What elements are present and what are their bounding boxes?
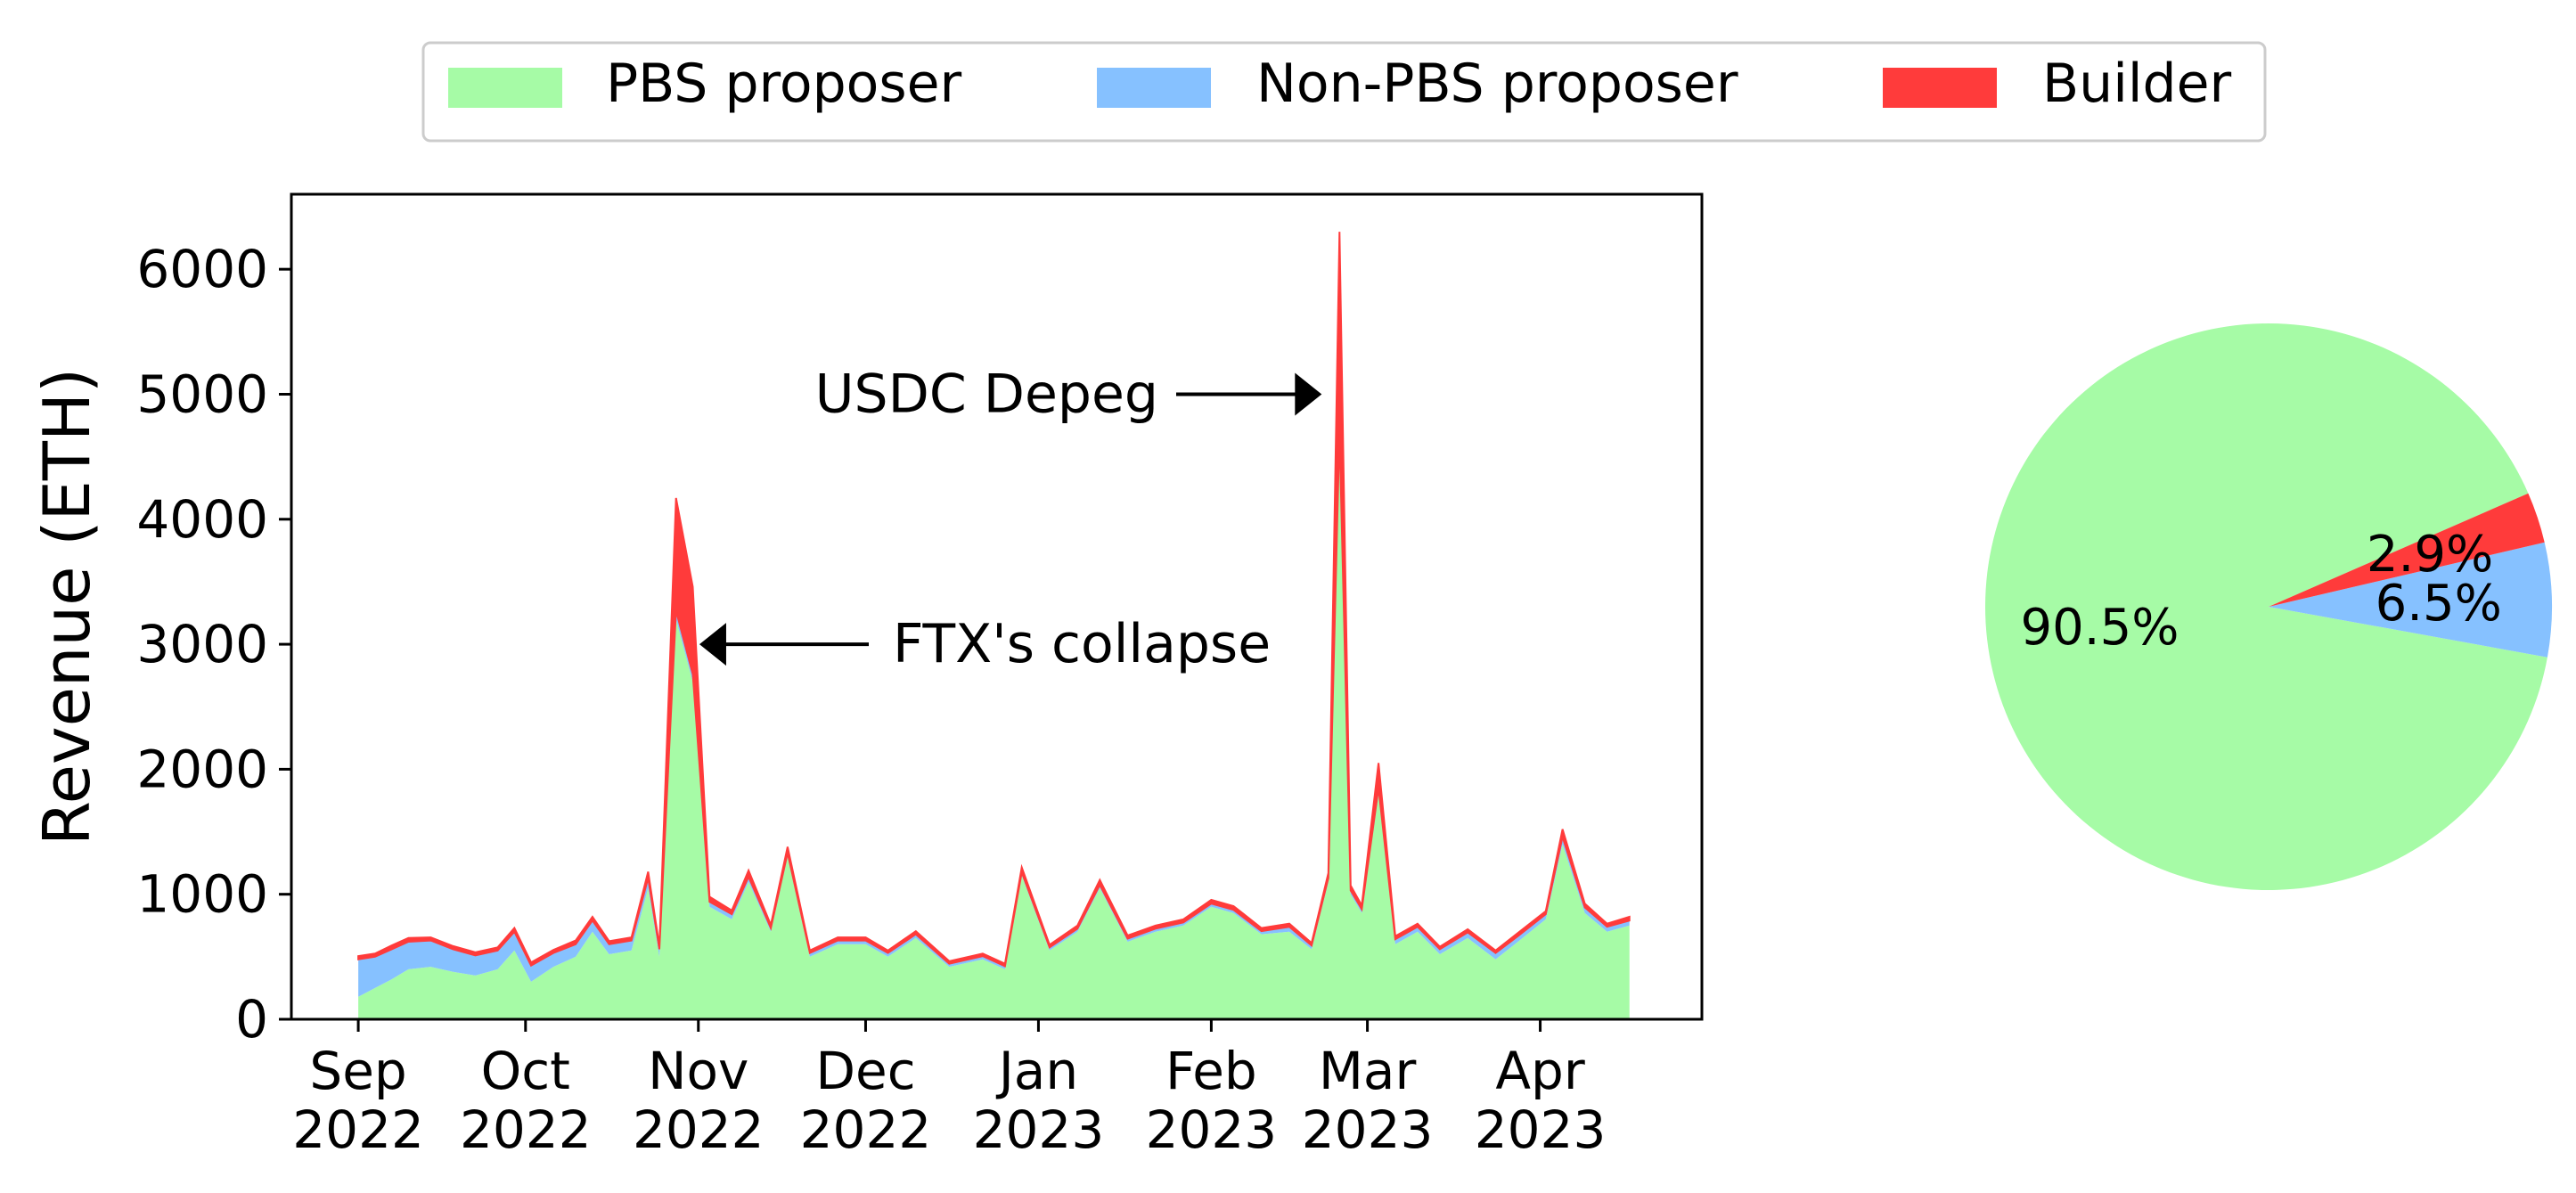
x-tick-label-month: Apr <box>1495 1041 1584 1101</box>
x-tick-label-year: 2023 <box>1475 1099 1607 1160</box>
area-series-non-pbs-proposer <box>358 431 1630 997</box>
legend: PBS proposer Non-PBS proposer Builder <box>421 41 2267 143</box>
x-tick-label-month: Nov <box>648 1041 748 1101</box>
x-tick-label-month: Oct <box>481 1041 570 1101</box>
x-axis-ticks: Sep2022Oct2022Nov2022Dec2022Jan2023Feb20… <box>292 1019 1606 1160</box>
y-tick-label: 2000 <box>136 739 268 799</box>
area-layers <box>357 232 1631 1020</box>
legend-item-non-pbs-proposer: Non-PBS proposer <box>1097 53 1738 115</box>
annotation-arrow-head <box>1295 372 1322 416</box>
annotation-ftx-collapse: FTX's collapse <box>893 613 1271 675</box>
legend-swatch-builder <box>1883 68 1997 108</box>
y-tick-label: 1000 <box>136 864 268 925</box>
x-tick-label-year: 2022 <box>292 1099 424 1160</box>
x-tick-label-month: Feb <box>1165 1041 1257 1101</box>
pie-slices <box>1984 323 2553 891</box>
x-tick-label-year: 2022 <box>460 1099 592 1160</box>
pie-slice-non-pbs-proposer <box>2269 542 2553 658</box>
y-tick-label: 5000 <box>136 364 268 424</box>
pie-label-pbs-proposer: 90.5% <box>2021 599 2179 657</box>
legend-item-pbs-proposer: PBS proposer <box>448 53 962 115</box>
pie-chart: 90.5% 6.5%2.9% <box>1984 323 2553 891</box>
annotation-arrow-head <box>699 623 726 666</box>
pie-slice-builder <box>2269 493 2545 607</box>
x-tick-label-month: Jan <box>996 1041 1078 1101</box>
x-tick-label-year: 2022 <box>800 1099 932 1160</box>
x-tick-label-month: Dec <box>815 1041 915 1101</box>
legend-label-pbs-proposer: PBS proposer <box>606 53 962 115</box>
x-tick-label-month: Sep <box>309 1041 406 1101</box>
legend-label-non-pbs-proposer: Non-PBS proposer <box>1256 53 1738 115</box>
y-tick-label: 4000 <box>136 489 268 550</box>
legend-item-builder: Builder <box>1883 53 2232 115</box>
y-tick-label: 6000 <box>136 239 268 299</box>
x-tick-label-month: Mar <box>1319 1041 1417 1101</box>
pie-slice-pbs-proposer <box>1984 323 2547 891</box>
legend-frame <box>421 41 2267 143</box>
pie-labels: 90.5% 6.5%2.9% <box>2021 526 2502 657</box>
y-axis-ticks: 0 1000 2000 3000 4000 5000 6000 <box>136 239 291 1050</box>
plot-frame <box>290 192 1704 1021</box>
y-axis-label: Revenue (ETH) <box>29 368 104 846</box>
annotation-usdc-depeg: USDC Depeg <box>815 363 1158 425</box>
legend-swatch-pbs-proposer <box>448 68 562 108</box>
pie-label-non-pbs-proposer: 6.5% <box>2376 575 2502 633</box>
y-tick-label: 3000 <box>136 614 268 674</box>
y-tick-label: 0 <box>235 989 268 1050</box>
legend-swatch-non-pbs-proposer <box>1097 68 1211 108</box>
legend-label-builder: Builder <box>2042 53 2232 115</box>
area-series-builder <box>357 232 1631 968</box>
x-tick-label-year: 2023 <box>973 1099 1105 1160</box>
x-tick-label-year: 2023 <box>1302 1099 1434 1160</box>
x-tick-label-year: 2022 <box>633 1099 765 1160</box>
annotations: USDC Depeg FTX's collapse <box>699 363 1322 675</box>
area-series-pbs-proposer <box>358 444 1630 1020</box>
pie-label-builder: 2.9% <box>2367 526 2493 584</box>
x-tick-label-year: 2023 <box>1146 1099 1278 1160</box>
